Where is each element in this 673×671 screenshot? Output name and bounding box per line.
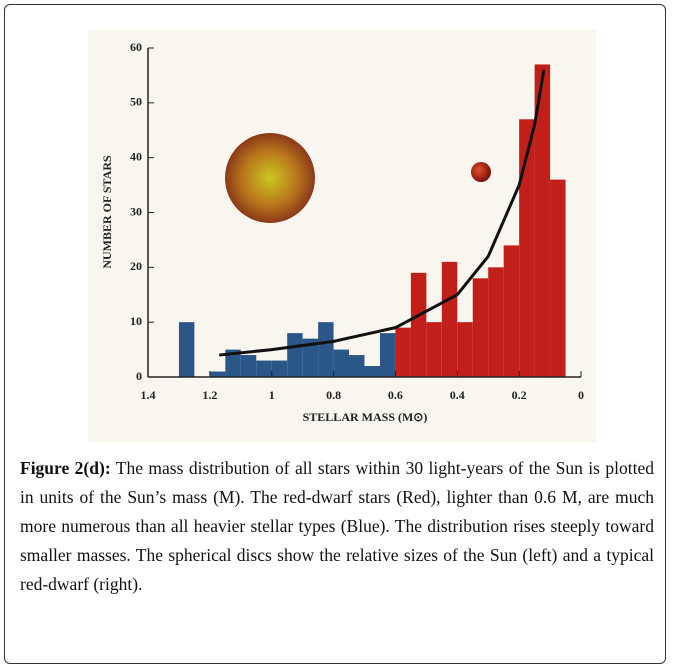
bar	[441, 261, 458, 377]
bar	[302, 338, 319, 377]
y-tick-label: 20	[130, 259, 142, 273]
bar	[550, 179, 566, 377]
bar	[349, 355, 365, 377]
bar	[256, 360, 272, 377]
x-tick-label: 0.6	[388, 388, 403, 402]
bar	[287, 333, 303, 377]
bar	[364, 366, 380, 377]
x-tick-label: 1.2	[202, 388, 217, 402]
chart: STELLAR MASS (M⊙) NUMBER OF STARS 010203…	[88, 30, 596, 442]
bar	[178, 322, 195, 377]
bar	[426, 322, 442, 377]
caption-text: The mass distribution of all stars withi…	[20, 458, 655, 594]
bar	[333, 349, 350, 377]
bar	[534, 64, 551, 377]
y-tick-label: 30	[130, 204, 142, 218]
x-tick-label: 0.2	[512, 388, 527, 402]
caption-label: Figure 2(d):	[20, 458, 111, 478]
sun-disc	[225, 133, 315, 223]
x-tick-label: 0.8	[326, 388, 341, 402]
bar	[271, 360, 288, 377]
bar	[240, 355, 257, 377]
bar	[410, 272, 427, 377]
bar	[225, 349, 241, 377]
x-tick-label: 0.4	[450, 388, 465, 402]
x-axis-label: STELLAR MASS (M⊙)	[303, 410, 428, 424]
x-tick-label: 0	[578, 388, 584, 402]
bar	[457, 322, 473, 377]
bar	[395, 327, 411, 377]
x-tick-label: 1.4	[141, 388, 156, 402]
y-tick-label: 40	[130, 149, 142, 163]
caption: Figure 2(d): The mass distribution of al…	[20, 454, 654, 599]
y-tick-label: 60	[130, 40, 142, 54]
y-tick-label: 50	[130, 95, 142, 109]
figure-box	[4, 4, 666, 664]
red-dwarf-disc	[471, 162, 491, 182]
bar	[472, 278, 489, 377]
x-tick-label: 1	[269, 388, 275, 402]
bar	[503, 245, 520, 377]
fit-curve	[218, 69, 546, 357]
bar	[318, 322, 334, 377]
bar	[488, 267, 504, 377]
bar	[209, 371, 226, 377]
y-axis-label: NUMBER OF STARS	[100, 155, 114, 269]
y-tick-label: 0	[136, 369, 142, 383]
y-tick-label: 10	[130, 314, 142, 328]
bar	[519, 119, 535, 378]
bar	[379, 333, 396, 377]
